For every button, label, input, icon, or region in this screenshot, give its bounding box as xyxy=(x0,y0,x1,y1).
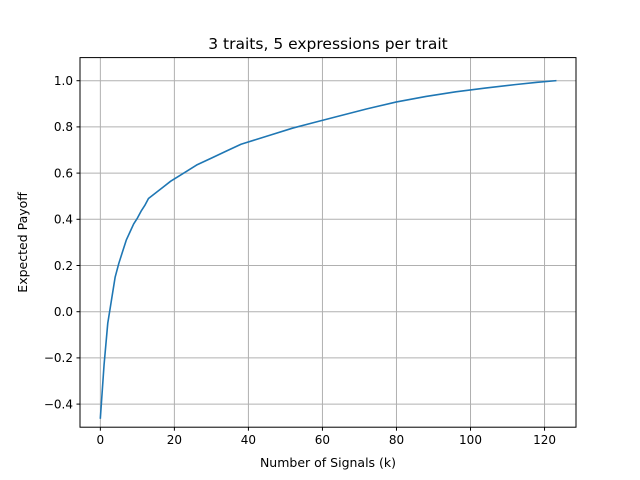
tick-layer: 0 20 40 60 80 100 120 −0.4 −0.2 0.0 0.2 0.4 0.6 0.8 1.… xyxy=(44,74,556,447)
y-tick-label: 1.0 xyxy=(54,74,73,88)
x-tick-label: 100 xyxy=(459,433,482,447)
grid-layer xyxy=(80,57,576,428)
x-tick-label: 40 xyxy=(241,433,256,447)
y-tick-label: 0.0 xyxy=(54,305,73,319)
y-tick-label: 0.4 xyxy=(54,213,73,227)
x-tick-label: 20 xyxy=(167,433,182,447)
payoff-series-line xyxy=(99,79,557,419)
y-tick-label: −0.4 xyxy=(44,397,73,411)
x-tick-label: 120 xyxy=(533,433,556,447)
x-axis-label: Number of Signals (k) xyxy=(260,455,396,470)
x-tick-label: 0 xyxy=(97,433,105,447)
x-tick-label: 80 xyxy=(389,433,404,447)
chart-title: 3 traits, 5 expressions per trait xyxy=(208,35,447,53)
y-tick-label: 0.2 xyxy=(54,259,73,273)
y-tick-label: 0.8 xyxy=(54,120,73,134)
series-layer xyxy=(99,79,557,419)
x-tick-label: 60 xyxy=(315,433,330,447)
y-tick-label: 0.6 xyxy=(54,166,73,180)
y-tick-label: −0.2 xyxy=(44,351,73,365)
plot-frame xyxy=(79,57,577,428)
y-axis-label: Expected Payoff xyxy=(15,192,30,293)
